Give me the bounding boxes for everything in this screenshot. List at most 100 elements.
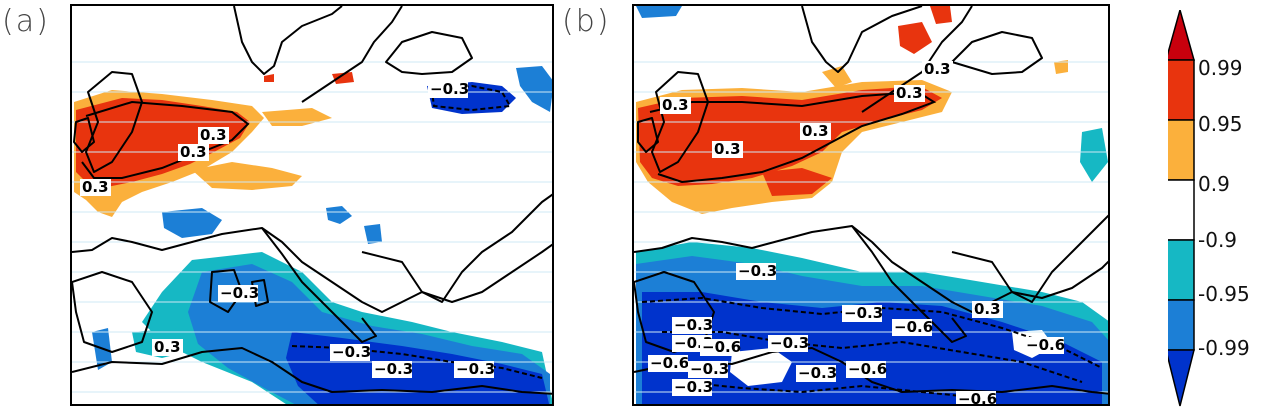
contour-label-bg	[972, 301, 1003, 318]
contour-labels-a: −0.30.30.30.3−0.30.3 −0.3−0.3 −0.3	[80, 80, 495, 378]
contour-label: −0.3	[332, 343, 371, 361]
contour-label: 0.3	[200, 126, 227, 144]
region-negative-mid-1	[162, 208, 222, 238]
contour-label: 0.3	[82, 178, 109, 196]
region-positive-small-3	[264, 74, 274, 82]
coastline-scandinavia-a	[233, 6, 343, 75]
contour-label-bg	[688, 361, 728, 378]
panel-b-map: 0.3 0.3 0.3 0.3 0.3 −0.3 −0.3 0.3 −0.6 −0.3 −0.3 −0…	[632, 4, 1110, 406]
coastline-ireland-b	[637, 117, 659, 153]
contour-label: 0.3	[180, 143, 207, 161]
coastline-balkans-a	[361, 193, 552, 303]
contour-label-bg	[892, 319, 932, 336]
region-negative-mid-2	[326, 206, 352, 224]
contour-label: −0.3	[456, 360, 495, 378]
region-positive-099-b	[638, 86, 942, 186]
contour-label-bg	[672, 379, 712, 396]
panel-b-map-svg: 0.30.30.30.30.3−0.3−0.3 0.3−0.6−0.3−0.3−0…	[634, 6, 1108, 406]
contour-label-bg	[330, 344, 370, 361]
coastline-africa-a	[72, 347, 552, 395]
contour-label-bg	[1024, 337, 1064, 354]
contour-label-bg	[428, 81, 468, 98]
contour-label-bg	[796, 365, 836, 382]
region-positive-small-2	[332, 72, 354, 84]
coastline-italy-a	[261, 227, 377, 343]
coastline-norway-b	[861, 6, 973, 113]
region-positive-b-top4	[1054, 60, 1068, 74]
panel-b-letter: (b)	[562, 4, 611, 39]
region-negative-north-sea-edge	[516, 66, 552, 112]
region-positive-b-top	[898, 22, 932, 54]
contour-label-bg	[198, 127, 229, 144]
contour-label-bg	[454, 361, 494, 378]
colorbar-top-arrow	[1168, 10, 1195, 61]
contour-label: −0.3	[770, 334, 809, 352]
contour-label-bg	[152, 339, 183, 356]
colorbar-band-0-9	[1168, 179, 1195, 241]
contour-label-bg	[672, 317, 712, 334]
region-negative-b-top	[636, 6, 682, 18]
contour-label: 0.3	[974, 300, 1001, 318]
region-negative-b-east	[1080, 128, 1108, 182]
region-positive-b-top2	[930, 6, 952, 24]
contour-label-bg	[372, 361, 412, 378]
contour-label: 0.3	[662, 96, 689, 114]
contour-label-bg	[800, 123, 831, 140]
colorbar-label-neg-0-95: -0.95	[1198, 282, 1250, 306]
coastline-africa-b	[634, 347, 1108, 395]
contour-label-bg	[712, 141, 743, 158]
colorbar-bottom-arrow	[1168, 349, 1195, 407]
contour-positive-b	[649, 90, 937, 184]
contour-label: −0.3	[374, 360, 413, 378]
coastline-baltic-b	[951, 31, 1043, 75]
colorbar-band-0-99	[1168, 59, 1195, 121]
contour-label-bg	[648, 355, 688, 372]
coastline-iberia-a	[72, 271, 153, 353]
coastline-europe-a	[72, 227, 552, 313]
contour-label-bg	[660, 97, 691, 114]
colorbar-band-neg-0-9	[1168, 239, 1195, 301]
colorbar-band-0-95	[1168, 119, 1195, 181]
contour-label: 0.3	[802, 122, 829, 140]
contour-label-bg	[922, 61, 953, 78]
contour-label: −0.3	[220, 284, 259, 302]
contour-label-bg	[218, 285, 258, 302]
contour-negative-a	[430, 84, 512, 112]
contour-label: 0.3	[896, 84, 923, 102]
coastline-ireland-a	[73, 117, 95, 153]
contour-label-bg	[842, 305, 882, 322]
colorbar-label-neg-0-9: -0.9	[1198, 228, 1238, 252]
contour-label: −0.6	[958, 390, 997, 406]
coastline-italy-b	[851, 225, 967, 343]
contour-label: −0.6	[1026, 336, 1065, 354]
contour-label: −0.6	[848, 360, 887, 378]
contour-label: −0.6	[650, 354, 689, 372]
contour-label: −0.3	[844, 304, 883, 322]
contour-label-bg	[894, 85, 925, 102]
colorbar-label-neg-0-99: -0.99	[1198, 336, 1250, 360]
panel-a-letter: (a)	[2, 4, 50, 39]
region-positive-small-1	[192, 162, 302, 190]
coastline-balkans-b	[951, 214, 1108, 303]
contour-labels-b: 0.30.30.30.30.3−0.3−0.3 0.3−0.6−0.3−0.3−0…	[648, 60, 1065, 406]
colorbar-label-0-99: 0.99	[1198, 56, 1243, 80]
grid-lines-a	[72, 61, 552, 393]
contour-label: −0.3	[738, 262, 777, 280]
contour-label-bg	[768, 335, 808, 352]
region-negative-mid-3	[364, 224, 382, 244]
contour-label: 0.3	[714, 140, 741, 158]
colorbar-band-neg-0-95	[1168, 299, 1195, 351]
contour-label: −0.3	[690, 360, 729, 378]
contour-label: 0.3	[154, 338, 181, 356]
colorbar-label-0-9: 0.9	[1198, 172, 1230, 196]
region-positive-small-4	[262, 108, 332, 126]
contour-label: 0.3	[924, 60, 951, 78]
contour-label-bg	[956, 391, 996, 404]
contour-label: −0.3	[674, 378, 713, 396]
contour-negative-b-2	[662, 331, 1083, 383]
contour-label: −0.3	[430, 80, 469, 98]
contour-label: −0.6	[702, 338, 741, 356]
coastline-uk-b	[651, 71, 709, 173]
coastline-norway-a	[301, 6, 403, 103]
contour-label-bg	[846, 361, 886, 378]
